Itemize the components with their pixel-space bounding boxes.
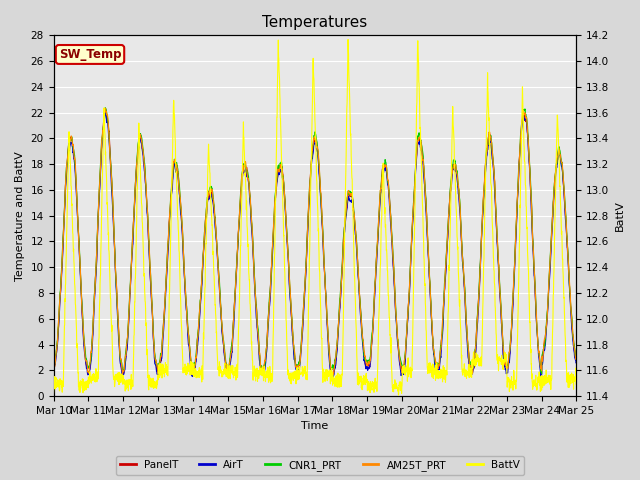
Y-axis label: BattV: BattV [615,200,625,231]
Title: Temperatures: Temperatures [262,15,367,30]
Text: SW_Temp: SW_Temp [59,48,121,61]
X-axis label: Time: Time [301,421,328,432]
Y-axis label: Temperature and BattV: Temperature and BattV [15,151,25,281]
Legend: PanelT, AirT, CNR1_PRT, AM25T_PRT, BattV: PanelT, AirT, CNR1_PRT, AM25T_PRT, BattV [116,456,524,475]
